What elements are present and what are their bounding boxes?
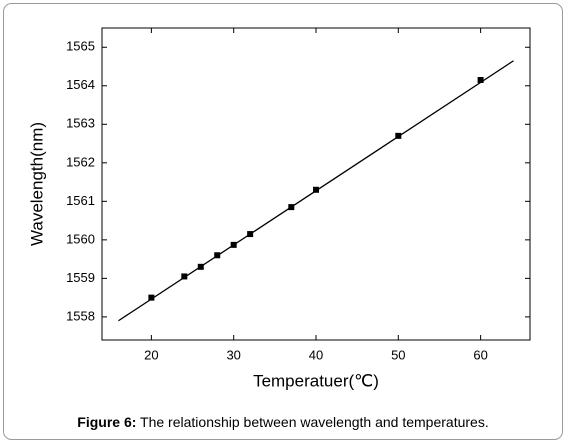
figure-frame: [3, 3, 563, 440]
y-tick-label: 1563: [66, 116, 95, 131]
x-tick-label: 60: [473, 347, 487, 362]
y-tick-label: 1564: [66, 77, 95, 92]
caption-text: The relationship between wavelength and …: [140, 414, 489, 430]
y-tick-label: 1565: [66, 39, 95, 54]
x-tick-label: 20: [144, 347, 158, 362]
x-tick-label: 40: [309, 347, 323, 362]
data-point: [148, 294, 155, 301]
y-tick-label: 1560: [66, 231, 95, 246]
x-tick-label: 30: [226, 347, 240, 362]
data-point: [477, 77, 484, 83]
x-tick-label: 50: [391, 347, 405, 362]
data-point: [395, 132, 402, 139]
data-point: [313, 186, 319, 193]
data-point: [181, 273, 188, 280]
data-point: [288, 204, 295, 211]
y-tick-label: 1559: [66, 270, 95, 285]
y-axis-label: Wavelength(nm): [27, 122, 46, 246]
data-point: [214, 252, 221, 259]
x-axis-label: Temperatuer(℃): [253, 371, 379, 390]
caption: Figure 6: The relationship between wavel…: [77, 414, 488, 430]
y-tick-label: 1561: [66, 193, 95, 208]
y-tick-label: 1558: [66, 308, 95, 323]
data-point: [230, 241, 237, 248]
plot-frame: [101, 27, 531, 341]
data-point: [197, 263, 204, 270]
data-point: [247, 231, 254, 238]
caption-label: Figure 6:: [77, 414, 136, 430]
y-tick-label: 1562: [66, 154, 95, 169]
